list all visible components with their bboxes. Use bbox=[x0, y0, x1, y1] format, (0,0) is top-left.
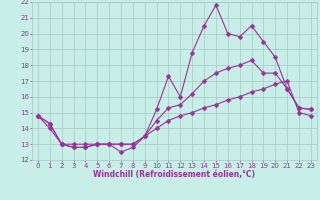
X-axis label: Windchill (Refroidissement éolien,°C): Windchill (Refroidissement éolien,°C) bbox=[93, 170, 255, 179]
